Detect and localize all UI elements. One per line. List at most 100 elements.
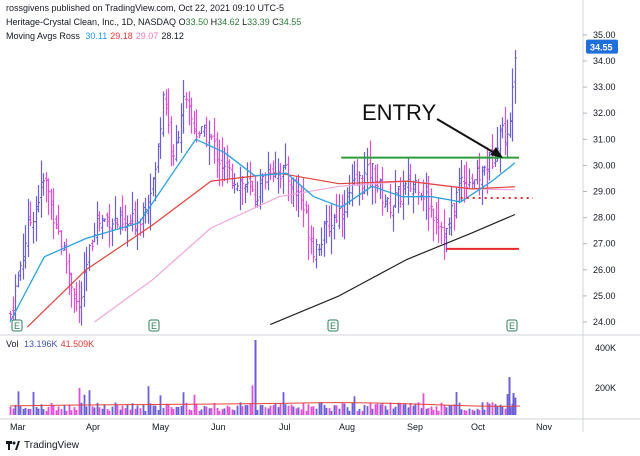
tradingview-footer[interactable]: TradingView	[6, 440, 79, 451]
volume-bar	[284, 404, 287, 415]
volume-bar	[47, 406, 50, 415]
volume-bar	[399, 403, 402, 415]
volume-bar	[198, 410, 201, 415]
volume-bar	[338, 408, 341, 415]
volume-bar	[249, 403, 252, 415]
earnings-marker[interactable]: E	[506, 319, 518, 332]
volume-bar	[35, 406, 38, 415]
volume-bar	[103, 404, 106, 415]
volume-bar	[144, 410, 147, 415]
earnings-marker[interactable]: E	[327, 319, 339, 332]
volume-bar	[353, 396, 356, 415]
volume-bar	[417, 402, 420, 415]
y-tick-label: 30.00	[593, 160, 616, 170]
volume-bar	[496, 405, 499, 415]
volume-bar	[142, 405, 145, 415]
volume-bar	[409, 402, 412, 415]
volume-bar	[246, 405, 249, 415]
volume-bar	[333, 405, 336, 415]
volume-bar	[241, 406, 244, 415]
moving-avg-value-4: 28.12	[161, 31, 184, 41]
volume-bar	[272, 405, 275, 415]
volume-bar	[310, 406, 313, 415]
entry-arrow-head	[490, 147, 503, 158]
volume-bar	[341, 403, 344, 415]
ma-long-line	[269, 213, 516, 326]
volume-bar	[394, 406, 397, 415]
volume-bar	[162, 408, 165, 415]
tradingview-brand: TradingView	[24, 440, 80, 451]
ohlc-value-l: 33.39	[247, 17, 270, 27]
volume-bar	[476, 408, 479, 415]
y-tick-label: 32.00	[593, 108, 616, 118]
moving-avgs-legend: Moving Avgs Ross 30.11 29.18 29.07 28.12	[6, 31, 184, 41]
volume-bar	[465, 410, 468, 415]
ohlc-value-c: 34.55	[278, 17, 302, 27]
volume-bar	[195, 404, 198, 415]
volume-bar	[414, 403, 417, 415]
x-tick-label: May	[152, 422, 170, 432]
volume-value-1: 13.196K	[24, 339, 58, 349]
volume-bar	[149, 403, 152, 415]
y-tick-label: 27.00	[593, 239, 616, 249]
volume-bar	[205, 406, 208, 415]
ohlc-bars	[9, 50, 517, 326]
volume-bar	[131, 403, 134, 415]
earnings-marker[interactable]: E	[148, 319, 160, 332]
volume-bar	[55, 410, 58, 415]
volume-ma-line	[9, 402, 521, 407]
volume-spike-bar	[512, 393, 515, 415]
volume-bar	[269, 405, 272, 415]
x-tick-label: Jun	[211, 422, 226, 432]
volume-bar	[32, 391, 35, 415]
moving-avg-value-3: 29.07	[135, 31, 159, 41]
volume-tick-label: 400K	[595, 343, 616, 353]
volume-bar	[93, 407, 96, 415]
volume-bar	[251, 385, 254, 415]
moving-avg-value-2: 29.18	[110, 31, 133, 41]
volume-legend: Vol 13.196K 41.509K	[6, 339, 94, 349]
volume-bar	[96, 402, 99, 415]
volume-bar	[483, 409, 486, 415]
y-tick-label: 31.00	[593, 134, 616, 144]
volume-bar	[501, 406, 504, 415]
volume-bar	[384, 405, 387, 415]
volume-bar	[473, 410, 476, 415]
volume-bar	[427, 408, 430, 415]
volume-bar	[494, 403, 497, 415]
volume-bar	[328, 407, 331, 415]
y-tick-label: 33.00	[593, 82, 616, 92]
volume-bar	[374, 404, 377, 415]
volume-bar	[445, 407, 448, 415]
volume-bar	[121, 405, 124, 415]
publish-info: rossgivens published on TradingView.com,…	[6, 3, 284, 13]
volume-bar	[63, 405, 66, 415]
volume-bar	[29, 408, 32, 415]
entry-annotation[interactable]: ENTRY	[362, 100, 436, 125]
volume-bar	[430, 406, 433, 415]
volume-bar	[19, 406, 22, 415]
volume-bar	[152, 405, 155, 415]
volume-bar	[228, 407, 231, 415]
volume-bar	[185, 402, 188, 415]
volume-bar	[119, 409, 122, 415]
volume-bar	[279, 403, 282, 415]
volume-bar	[216, 407, 219, 415]
earnings-marker[interactable]: E	[11, 319, 23, 332]
volume-bar	[111, 406, 114, 415]
volume-bar	[50, 402, 53, 415]
volume-bar	[420, 408, 423, 415]
earnings-marker-label: E	[14, 321, 20, 331]
volume-bar	[124, 407, 127, 415]
volume-bar	[60, 408, 63, 415]
volume-bar	[307, 404, 310, 415]
volume-bar	[68, 404, 71, 415]
y-tick-label: 26.00	[593, 265, 616, 275]
volume-bar	[12, 408, 15, 415]
ohlc-value-h: 34.62	[217, 17, 240, 27]
ohlc-value-o: 33.50	[185, 17, 209, 27]
volume-bar	[27, 408, 30, 415]
volume-bar	[305, 410, 308, 415]
volume-bar	[425, 408, 428, 415]
